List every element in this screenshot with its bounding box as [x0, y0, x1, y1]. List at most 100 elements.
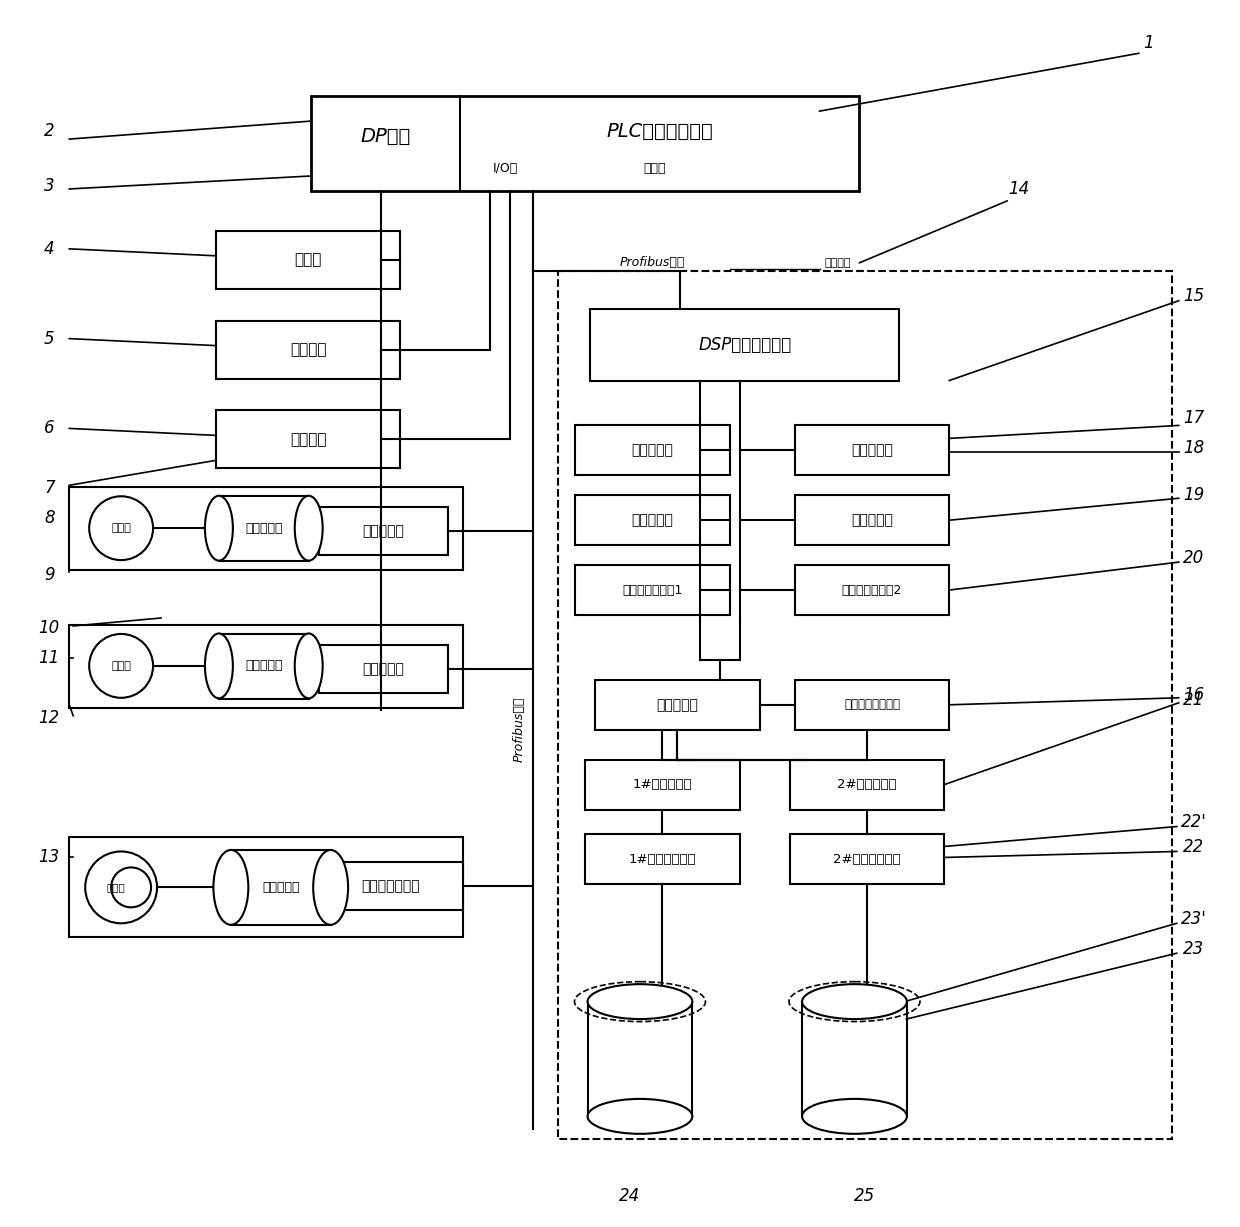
Bar [216, 411, 401, 469]
Text: 1#永磁同步电机: 1#永磁同步电机 [629, 853, 696, 866]
Ellipse shape [588, 1099, 692, 1134]
Text: 5: 5 [43, 330, 55, 347]
Bar [319, 507, 449, 555]
Text: 25: 25 [854, 1187, 875, 1205]
Text: 操作面板: 操作面板 [290, 342, 326, 357]
Text: 4: 4 [43, 239, 55, 258]
Text: 14: 14 [1008, 180, 1029, 198]
Text: 21: 21 [1183, 691, 1204, 709]
Bar [219, 496, 309, 561]
Text: 2#永磁同步电机: 2#永磁同步电机 [833, 853, 900, 866]
Text: Profibus总线: Profibus总线 [620, 256, 686, 269]
Bar [790, 760, 945, 810]
Text: 超喂电动机: 超喂电动机 [246, 659, 283, 672]
Text: 13: 13 [38, 848, 60, 866]
Text: 2: 2 [43, 123, 55, 140]
Bar [590, 309, 899, 380]
Circle shape [89, 496, 153, 560]
Text: 编码器: 编码器 [112, 661, 131, 671]
Text: 触摸屏: 触摸屏 [295, 253, 322, 267]
Ellipse shape [314, 850, 348, 925]
Bar [795, 426, 950, 475]
Text: 10: 10 [38, 618, 60, 637]
Bar [69, 838, 464, 937]
Text: 控制电源: 控制电源 [290, 432, 326, 447]
Text: 卷绕变频器: 卷绕变频器 [362, 524, 404, 539]
Bar [588, 1001, 692, 1117]
Bar [790, 834, 945, 885]
Ellipse shape [205, 633, 233, 698]
Bar [319, 863, 464, 910]
Ellipse shape [213, 850, 248, 925]
Text: 横动伺服驱动器: 横动伺服驱动器 [362, 880, 420, 893]
Bar [216, 231, 401, 288]
Text: 9: 9 [43, 566, 55, 584]
Bar [575, 496, 730, 545]
Text: 8: 8 [43, 509, 55, 528]
Text: 卷绕电动机: 卷绕电动机 [246, 521, 283, 535]
Text: 23: 23 [1183, 940, 1204, 958]
Text: 15: 15 [1183, 287, 1204, 304]
Ellipse shape [295, 633, 322, 698]
Text: 6: 6 [43, 420, 55, 437]
Bar [802, 1001, 906, 1117]
Ellipse shape [205, 496, 233, 561]
Bar [575, 426, 730, 475]
Bar [558, 271, 1172, 1139]
Text: Profibus总线: Profibus总线 [512, 697, 526, 762]
Bar [69, 625, 464, 708]
Text: 外纱张力控制器2: 外纱张力控制器2 [842, 584, 903, 596]
Bar [231, 850, 331, 925]
Text: 1#控制接触器: 1#控制接触器 [632, 778, 692, 791]
Text: 外纱张力控制器1: 外纱张力控制器1 [622, 584, 682, 596]
Text: 控制单元: 控制单元 [825, 258, 851, 267]
Text: 22: 22 [1183, 838, 1204, 856]
Bar [319, 645, 449, 693]
Text: 通讯口: 通讯口 [644, 162, 666, 174]
Text: 3: 3 [43, 177, 55, 195]
Bar [795, 496, 950, 545]
Ellipse shape [295, 496, 322, 561]
Circle shape [112, 867, 151, 907]
Text: 17: 17 [1183, 410, 1204, 427]
Text: 16: 16 [1183, 686, 1204, 704]
Text: 超喂变频器: 超喂变频器 [362, 661, 404, 676]
Text: 19: 19 [1183, 486, 1204, 504]
Text: 编码器: 编码器 [112, 523, 131, 534]
Text: 横动电动机: 横动电动机 [262, 881, 300, 894]
Text: 12: 12 [38, 709, 60, 726]
Text: 2#控制接触器: 2#控制接触器 [837, 778, 897, 791]
Bar [216, 320, 401, 379]
Text: 筒子变频器: 筒子变频器 [656, 698, 698, 712]
Text: 编码器: 编码器 [107, 882, 125, 892]
Bar [219, 634, 309, 699]
Bar [595, 680, 760, 730]
Bar [585, 760, 740, 810]
Text: 24: 24 [619, 1187, 641, 1205]
Text: 控制参数设置装置: 控制参数设置装置 [844, 698, 900, 712]
Bar [795, 566, 950, 615]
Circle shape [89, 634, 153, 698]
Ellipse shape [588, 984, 692, 1020]
Text: 20: 20 [1183, 550, 1204, 567]
Bar [795, 680, 950, 730]
Bar [585, 834, 740, 885]
Text: 1: 1 [1143, 34, 1154, 53]
Text: 启停控制板: 启停控制板 [851, 443, 893, 458]
Ellipse shape [802, 1099, 906, 1134]
Text: DSP单片机控制器: DSP单片机控制器 [698, 336, 791, 353]
Text: DP模块: DP模块 [361, 126, 410, 146]
Ellipse shape [802, 984, 906, 1020]
Text: 22': 22' [1180, 812, 1207, 831]
Text: 18: 18 [1183, 439, 1204, 458]
Text: 23': 23' [1180, 910, 1207, 929]
Text: PLC可编程控制器: PLC可编程控制器 [606, 121, 713, 141]
Text: 断丝检测器: 断丝检测器 [631, 513, 673, 528]
Text: 启停控制板: 启停控制板 [631, 443, 673, 458]
Text: 断丝检测器: 断丝检测器 [851, 513, 893, 528]
Text: 7: 7 [43, 480, 55, 497]
Bar [69, 487, 464, 571]
Text: I/O口: I/O口 [492, 162, 518, 174]
Bar [575, 566, 730, 615]
Text: 11: 11 [38, 649, 60, 667]
